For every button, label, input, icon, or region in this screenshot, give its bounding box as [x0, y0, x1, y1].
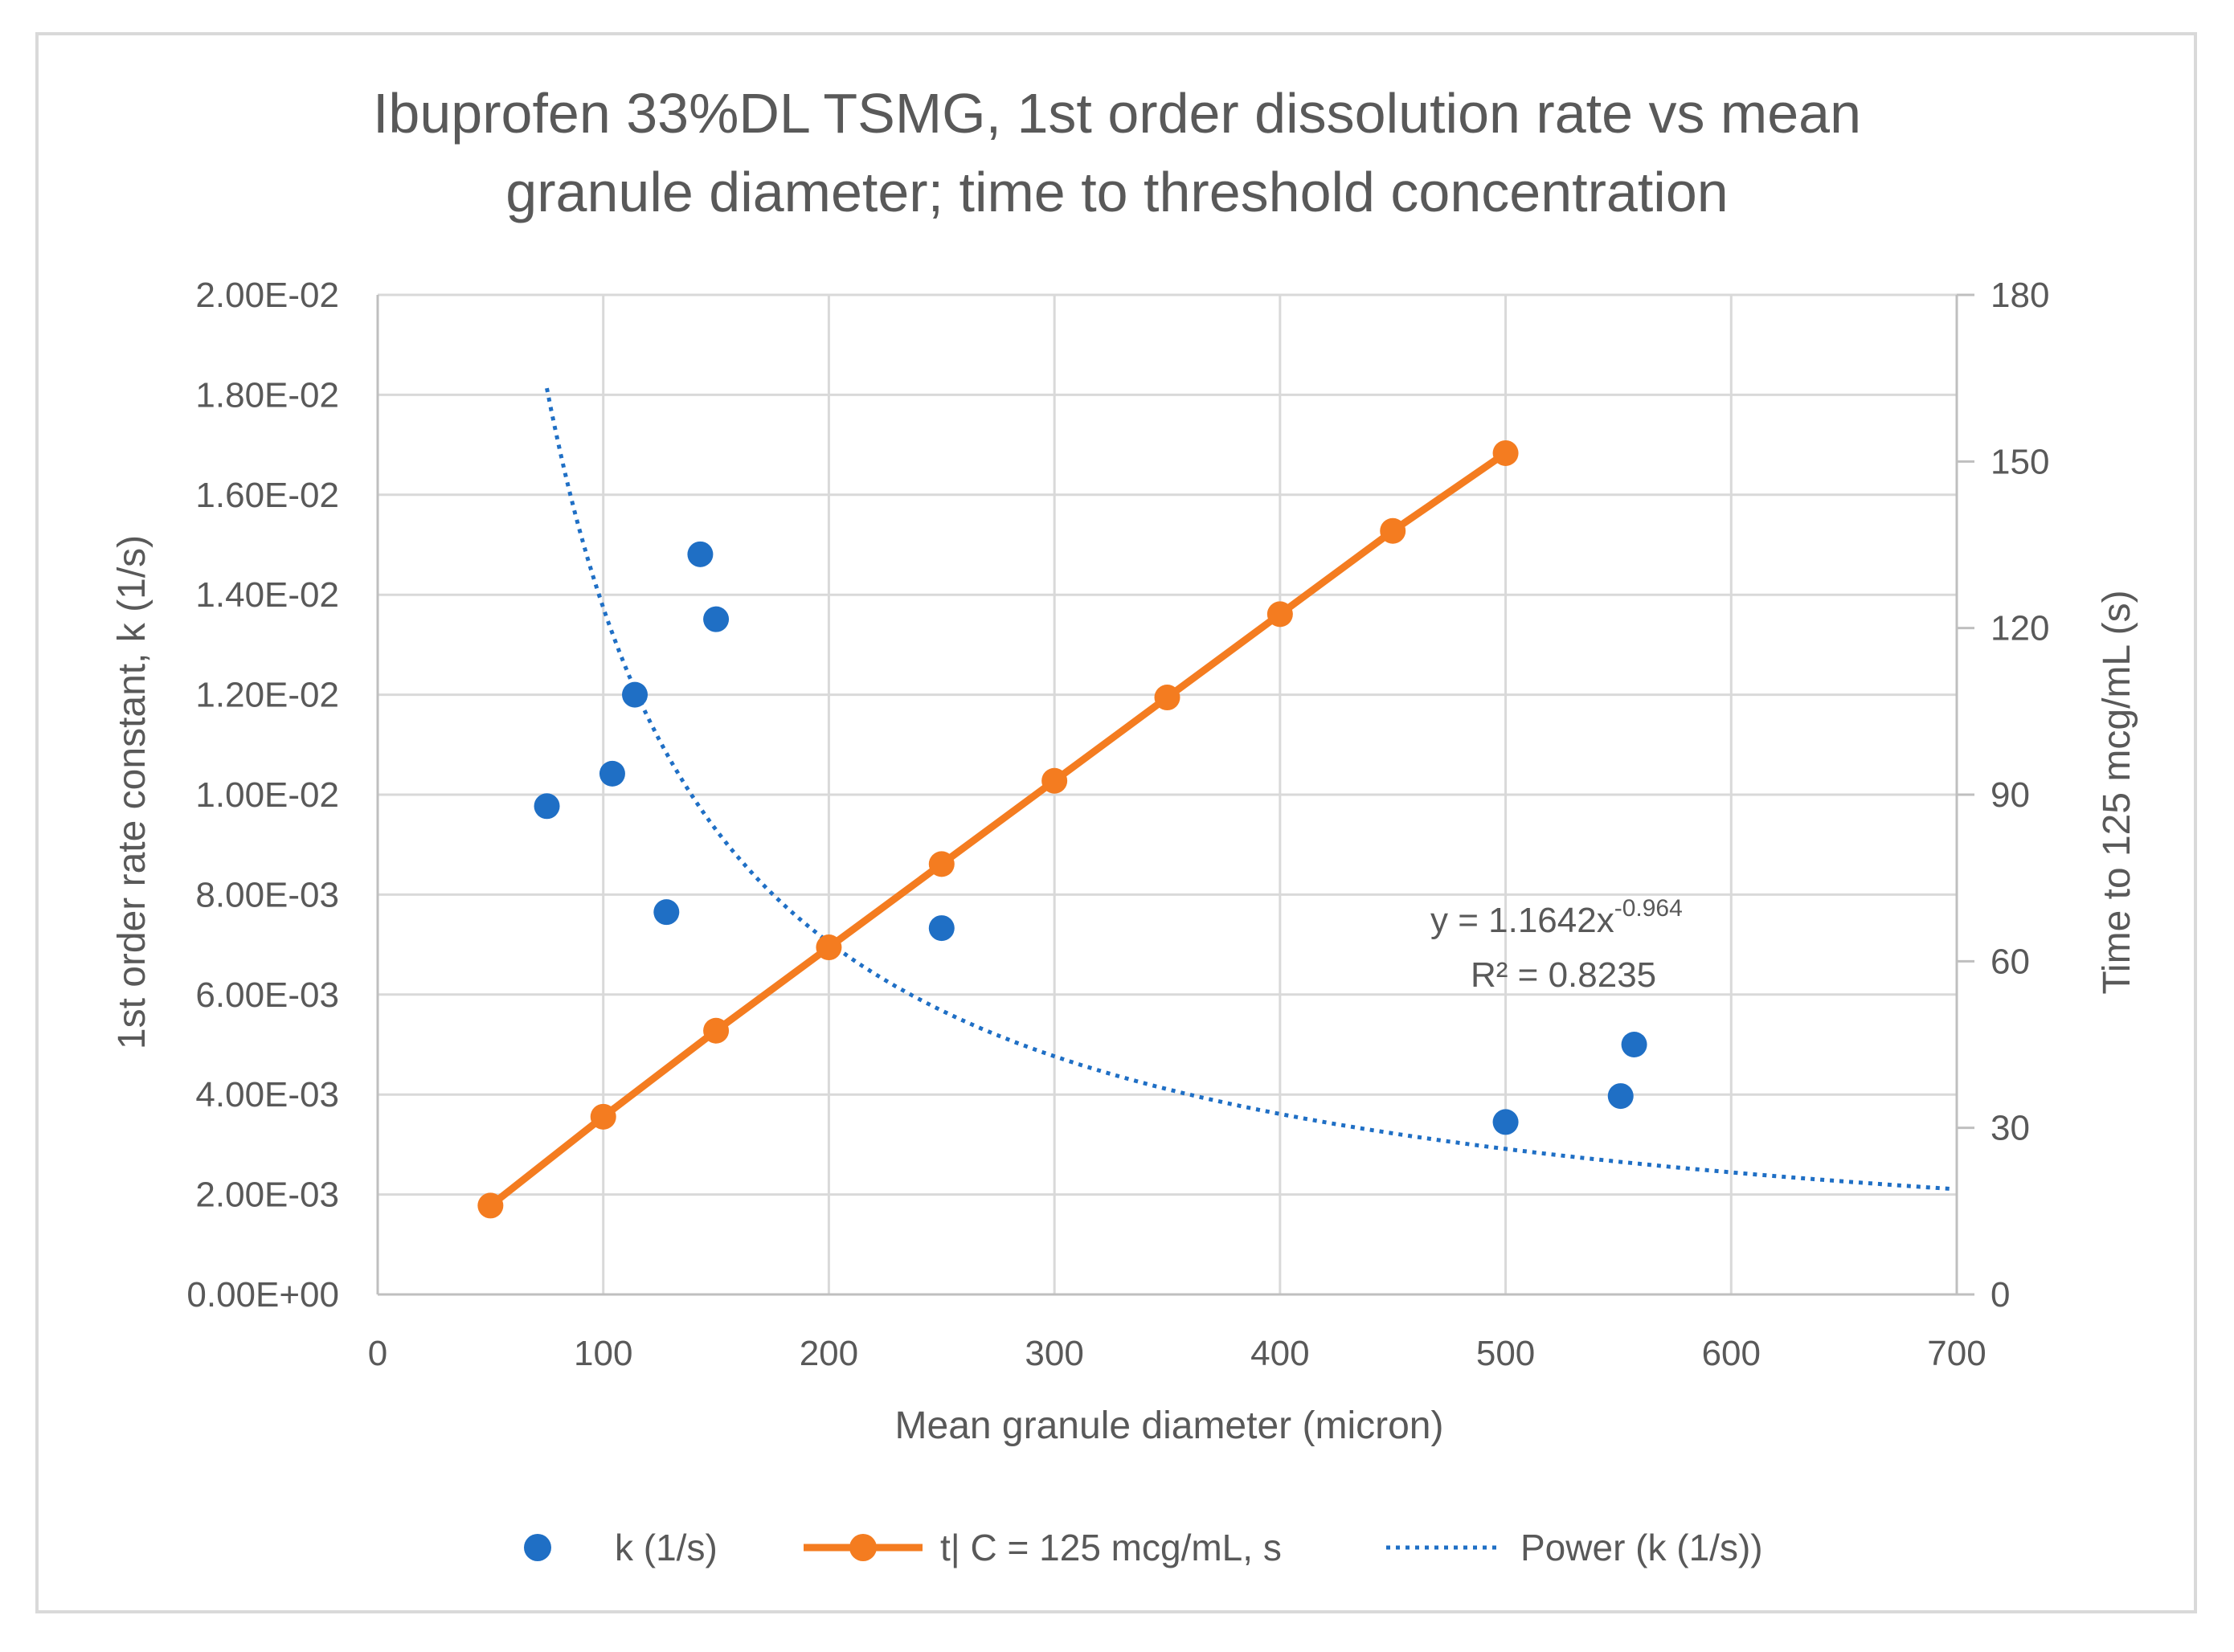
chart-title-line-1: Ibuprofen 33%DL TSMG, 1st order dissolut… — [373, 82, 1861, 145]
legend-marker-k — [524, 1534, 551, 1561]
x-tick-label: 100 — [574, 1334, 632, 1373]
time-point — [1380, 517, 1406, 544]
legend-label-power: Power (k (1/s)) — [1520, 1527, 1763, 1568]
legend-marker-t — [849, 1534, 877, 1561]
k-series — [534, 541, 1647, 1135]
y2-tick-label: 30 — [1991, 1109, 2030, 1148]
r-squared-text: R² = 0.8235 — [1471, 955, 1656, 995]
y2-tick-label: 90 — [1991, 775, 2030, 815]
y-tick-label: 4.00E-03 — [195, 1075, 339, 1114]
trendline-equation: y = 1.1642x-0.964 R² = 0.8235 — [1430, 895, 1683, 995]
time-series — [477, 440, 1519, 1219]
time-point — [928, 851, 955, 877]
x-tick-label: 500 — [1476, 1334, 1535, 1373]
y2-tick-label: 150 — [1991, 442, 2049, 481]
k-point — [1621, 1032, 1647, 1057]
x-tick-label: 200 — [800, 1334, 858, 1373]
k-point — [622, 681, 649, 708]
time-point — [590, 1103, 616, 1130]
equation-exponent: -0.964 — [1614, 895, 1683, 922]
equation-base: y = 1.1642x — [1430, 901, 1614, 940]
equation-text: y = 1.1642x-0.964 — [1430, 895, 1683, 940]
y-tick-label: 0.00E+00 — [186, 1275, 339, 1315]
x-axis-title: Mean granule diameter (micron) — [895, 1405, 1444, 1447]
y-tick-label: 2.00E-02 — [195, 276, 339, 315]
power-trendline-path — [545, 387, 1955, 1192]
k-point — [1492, 1109, 1519, 1135]
time-point — [1041, 767, 1068, 794]
y2-tick-label: 120 — [1991, 609, 2049, 648]
legend: k (1/s) t| C = 125 mcg/mL, s Power (k (1… — [524, 1527, 1763, 1568]
legend-label-t: t| C = 125 mcg/mL, s — [940, 1527, 1282, 1568]
y-tick-label: 2.00E-03 — [195, 1176, 339, 1215]
y-axis-title: 1st order rate constant, k (1/s) — [111, 535, 153, 1049]
gridlines — [378, 293, 1958, 1294]
x-tick-label: 600 — [1702, 1334, 1761, 1373]
legend-label-k: k (1/s) — [615, 1527, 718, 1568]
time-point — [816, 934, 842, 961]
x-tick-label: 700 — [1927, 1334, 1986, 1373]
k-point — [534, 793, 560, 820]
k-point — [599, 760, 625, 787]
x-tick-label: 400 — [1250, 1334, 1309, 1373]
x-tick-label: 300 — [1025, 1334, 1083, 1373]
time-point — [1492, 440, 1519, 466]
x-axis-ticks: 0 100 200 300 400 500 600 700 — [368, 1334, 1986, 1373]
y2-tick-label: 0 — [1991, 1275, 2010, 1315]
y-tick-label: 8.00E-03 — [195, 875, 339, 914]
power-trendline — [545, 387, 1955, 1192]
k-point — [687, 541, 714, 567]
time-point — [477, 1192, 504, 1219]
y-axis-ticks: 0.00E+00 2.00E-03 4.00E-03 6.00E-03 8.00E-03… — [186, 276, 339, 1315]
y-tick-label: 1.20E-02 — [195, 676, 339, 715]
y-tick-label: 1.40E-02 — [195, 575, 339, 615]
y-tick-label: 1.60E-02 — [195, 476, 339, 515]
y-tick-label: 6.00E-03 — [195, 975, 339, 1015]
y-tick-label: 1.80E-02 — [195, 375, 339, 415]
k-point — [703, 606, 730, 632]
k-point — [928, 915, 955, 942]
chart-title-line-2: granule diameter; time to threshold conc… — [505, 161, 1728, 223]
time-point — [1154, 685, 1180, 711]
time-series-line — [488, 450, 1508, 1208]
y2-tick-label: 60 — [1991, 942, 2030, 981]
y2-axis-title: Time to 125 mcg/mL (s) — [2096, 590, 2138, 994]
y2-tick-label: 180 — [1991, 276, 2049, 315]
time-point — [703, 1017, 730, 1044]
x-tick-label: 0 — [368, 1334, 387, 1373]
k-point — [1607, 1083, 1634, 1110]
k-point — [653, 899, 680, 926]
y2-axis-ticks: 0 30 60 90 120 150 180 — [1957, 276, 2049, 1315]
time-point — [1266, 601, 1293, 628]
y-tick-label: 1.00E-02 — [195, 775, 339, 815]
